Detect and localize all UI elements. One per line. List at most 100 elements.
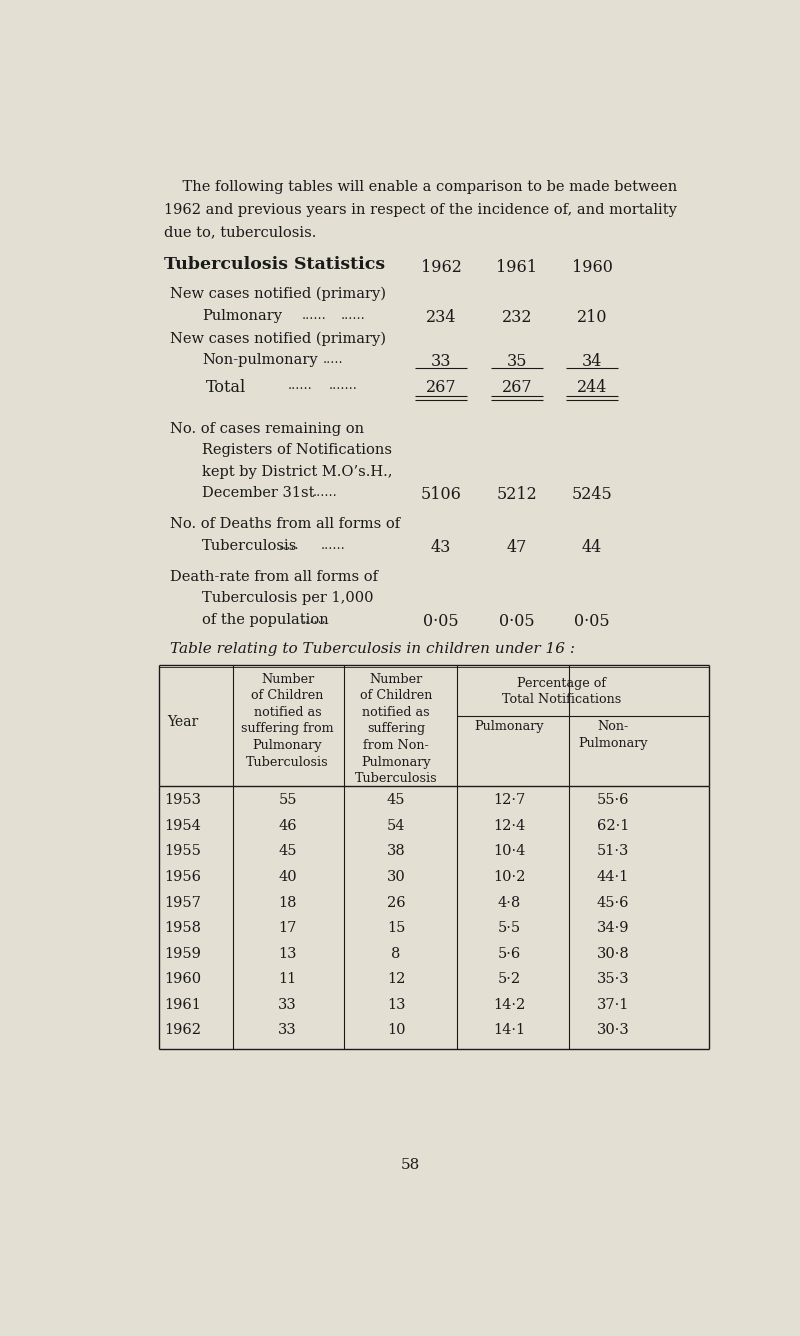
Text: The following tables will enable a comparison to be made between: The following tables will enable a compa…	[163, 180, 677, 194]
Text: No. of Deaths from all forms of: No. of Deaths from all forms of	[170, 517, 400, 532]
Text: 1955: 1955	[165, 844, 202, 859]
Text: 30: 30	[386, 870, 406, 884]
Text: Pulmonary: Pulmonary	[578, 737, 648, 749]
Text: 12: 12	[387, 973, 406, 986]
Text: 5212: 5212	[497, 486, 538, 504]
Text: Total: Total	[206, 379, 246, 397]
Text: 35·3: 35·3	[597, 973, 630, 986]
Text: Year: Year	[167, 715, 198, 729]
Text: 45: 45	[278, 844, 297, 859]
Text: 15: 15	[387, 921, 406, 935]
Text: 55·6: 55·6	[597, 794, 630, 807]
Text: New cases notified (primary): New cases notified (primary)	[170, 287, 386, 302]
Text: of Children: of Children	[360, 689, 432, 703]
Text: of Children: of Children	[251, 689, 324, 703]
Text: ․․․․․․: ․․․․․․	[321, 538, 346, 552]
Text: of the population: of the population	[202, 613, 329, 627]
Text: 1961: 1961	[165, 998, 202, 1011]
Text: 12·7: 12·7	[493, 794, 526, 807]
Text: 13: 13	[387, 998, 406, 1011]
Text: 5·5: 5·5	[498, 921, 521, 935]
Text: 33: 33	[430, 353, 451, 370]
Text: 55: 55	[278, 794, 297, 807]
Text: 1962: 1962	[421, 259, 462, 277]
Text: 8: 8	[391, 947, 401, 961]
Text: 14·2: 14·2	[493, 998, 526, 1011]
Text: December 31st: December 31st	[202, 486, 314, 501]
Text: 26: 26	[386, 895, 406, 910]
Text: 1961: 1961	[497, 259, 538, 277]
Text: New cases notified (primary): New cases notified (primary)	[170, 331, 386, 346]
Text: Tuberculosis: Tuberculosis	[202, 538, 298, 553]
Text: 1960: 1960	[164, 973, 202, 986]
Text: 10·2: 10·2	[493, 870, 526, 884]
Text: 62·1: 62·1	[597, 819, 630, 832]
Text: 1953: 1953	[165, 794, 202, 807]
Text: notified as: notified as	[362, 705, 430, 719]
Text: ․․․․․․: ․․․․․․	[313, 486, 338, 500]
Text: 45: 45	[387, 794, 406, 807]
Text: 11: 11	[278, 973, 297, 986]
Text: 34: 34	[582, 353, 602, 370]
Text: 33: 33	[278, 998, 297, 1011]
Text: 37·1: 37·1	[597, 998, 630, 1011]
Text: 44: 44	[582, 538, 602, 556]
Text: 17: 17	[278, 921, 297, 935]
Text: 1962: 1962	[165, 1023, 202, 1037]
Text: Total Notifications: Total Notifications	[502, 693, 621, 707]
Text: 1958: 1958	[165, 921, 202, 935]
Text: 40: 40	[278, 870, 297, 884]
Text: 45·6: 45·6	[597, 895, 630, 910]
Text: 4·8: 4·8	[498, 895, 521, 910]
Text: due to, tuberculosis.: due to, tuberculosis.	[163, 226, 316, 239]
Text: 13: 13	[278, 947, 297, 961]
Text: ․․․․․․: ․․․․․․	[302, 309, 326, 322]
Text: 1959: 1959	[165, 947, 202, 961]
Text: Tuberculosis per 1,000: Tuberculosis per 1,000	[202, 591, 374, 605]
Text: ․․․․․․: ․․․․․․	[340, 309, 365, 322]
Text: 5·6: 5·6	[498, 947, 521, 961]
Text: 14·1: 14·1	[493, 1023, 526, 1037]
Text: 18: 18	[278, 895, 297, 910]
Text: 30·8: 30·8	[597, 947, 630, 961]
Text: ․․․․․․: ․․․․․․	[287, 379, 312, 393]
Text: Tuberculosis: Tuberculosis	[354, 772, 438, 786]
Text: 51·3: 51·3	[597, 844, 630, 859]
Text: Number: Number	[370, 673, 422, 685]
Text: notified as: notified as	[254, 705, 322, 719]
Text: 1960: 1960	[572, 259, 613, 277]
Text: 0·05: 0·05	[423, 613, 459, 629]
Text: 1956: 1956	[165, 870, 202, 884]
Text: 0·05: 0·05	[574, 613, 610, 629]
Text: 5106: 5106	[421, 486, 462, 504]
Text: 210: 210	[577, 309, 607, 326]
Text: 43: 43	[431, 538, 451, 556]
Text: 33: 33	[278, 1023, 297, 1037]
Text: 234: 234	[426, 309, 456, 326]
Text: ․․․․․: ․․․․․	[278, 538, 299, 552]
Text: 58: 58	[400, 1158, 420, 1172]
Text: 46: 46	[278, 819, 297, 832]
Text: Tuberculosis Statistics: Tuberculosis Statistics	[163, 257, 385, 273]
Text: No. of cases remaining on: No. of cases remaining on	[170, 422, 364, 436]
Text: 34·9: 34·9	[597, 921, 630, 935]
Text: Death-rate from all forms of: Death-rate from all forms of	[170, 569, 378, 584]
Text: Table relating to Tuberculosis in children under 16 :: Table relating to Tuberculosis in childr…	[170, 643, 574, 656]
Text: 267: 267	[426, 379, 456, 397]
Text: 244: 244	[577, 379, 607, 397]
Text: Non-: Non-	[598, 720, 629, 733]
Text: ․․․․․․: ․․․․․․	[302, 613, 326, 625]
Text: 267: 267	[502, 379, 532, 397]
Text: Pulmonary: Pulmonary	[362, 756, 431, 768]
Text: 47: 47	[506, 538, 527, 556]
Text: ․․․․․: ․․․․․	[323, 353, 344, 366]
Text: 44·1: 44·1	[597, 870, 629, 884]
Text: 1957: 1957	[165, 895, 202, 910]
Text: 1962 and previous years in respect of the incidence of, and mortality: 1962 and previous years in respect of th…	[163, 203, 677, 216]
Text: 12·4: 12·4	[493, 819, 526, 832]
Text: 10: 10	[387, 1023, 406, 1037]
Text: 54: 54	[387, 819, 406, 832]
Text: from Non-: from Non-	[363, 739, 429, 752]
Text: Tuberculosis: Tuberculosis	[246, 756, 329, 768]
Text: Non-pulmonary: Non-pulmonary	[202, 353, 318, 367]
